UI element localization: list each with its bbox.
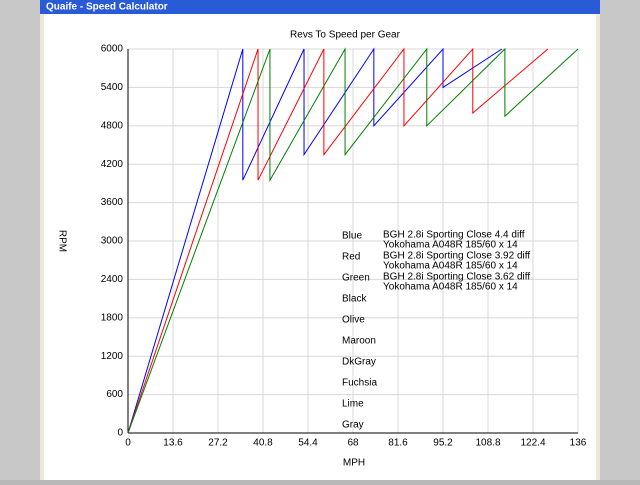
y-tick-label: 2400 [101,274,124,285]
x-tick-label: 108.8 [475,438,500,449]
x-tick-label: 136 [570,438,587,449]
y-tick-label: 3000 [101,236,124,247]
legend-name: DkGray [342,357,376,368]
chart-title: Revs To Speed per Gear [290,30,401,41]
y-tick-label: 6000 [101,44,124,55]
legend-name: Fuchsia [342,378,377,389]
legend-name: Olive [342,315,365,326]
legend-description: Yokohama A048R 185/60 x 14 [383,282,518,293]
x-tick-label: 54.4 [298,438,318,449]
legend-name: Red [342,252,360,263]
legend-name: Maroon [342,336,376,347]
x-axis-label: MPH [343,458,365,469]
x-tick-label: 122.4 [520,438,545,449]
y-tick-label: 4200 [101,159,124,170]
legend-description: Yokohama A048R 185/60 x 14 [383,240,518,251]
x-tick-label: 40.8 [253,438,273,449]
legend-name: Blue [342,231,362,242]
x-tick-label: 27.2 [208,438,228,449]
y-tick-label: 1200 [101,351,124,362]
legend-description: BGH 2.8i Sporting Close 3.92 diff [383,251,530,262]
chart-area [44,14,596,480]
y-tick-label: 600 [106,389,123,400]
y-axis-label: RPM [56,230,67,252]
series-line [127,47,579,434]
y-tick-label: 0 [117,428,123,439]
x-tick-label: 95.2 [433,438,453,449]
legend-description: BGH 2.8i Sporting Close 4.4 diff [383,230,525,241]
series-line [127,47,503,434]
legend-name: Gray [342,420,364,431]
y-tick-label: 3600 [101,197,124,208]
x-tick-label: 81.6 [388,438,408,449]
legend-description: Yokohama A048R 185/60 x 14 [383,261,518,272]
y-tick-label: 5400 [101,82,124,93]
legend-description: BGH 2.8i Sporting Close 3.62 diff [383,272,530,283]
y-tick-label: 4800 [101,120,124,131]
x-tick-label: 13.6 [163,438,183,449]
legend-name: Black [342,294,367,305]
y-tick-label: 1800 [101,312,124,323]
legend-name: Green [342,273,370,284]
window-title: Quaife - Speed Calculator [46,2,168,13]
x-tick-label: 0 [125,438,131,449]
title-bar [40,0,600,14]
legend-name: Lime [342,399,364,410]
x-tick-label: 68 [347,438,359,449]
